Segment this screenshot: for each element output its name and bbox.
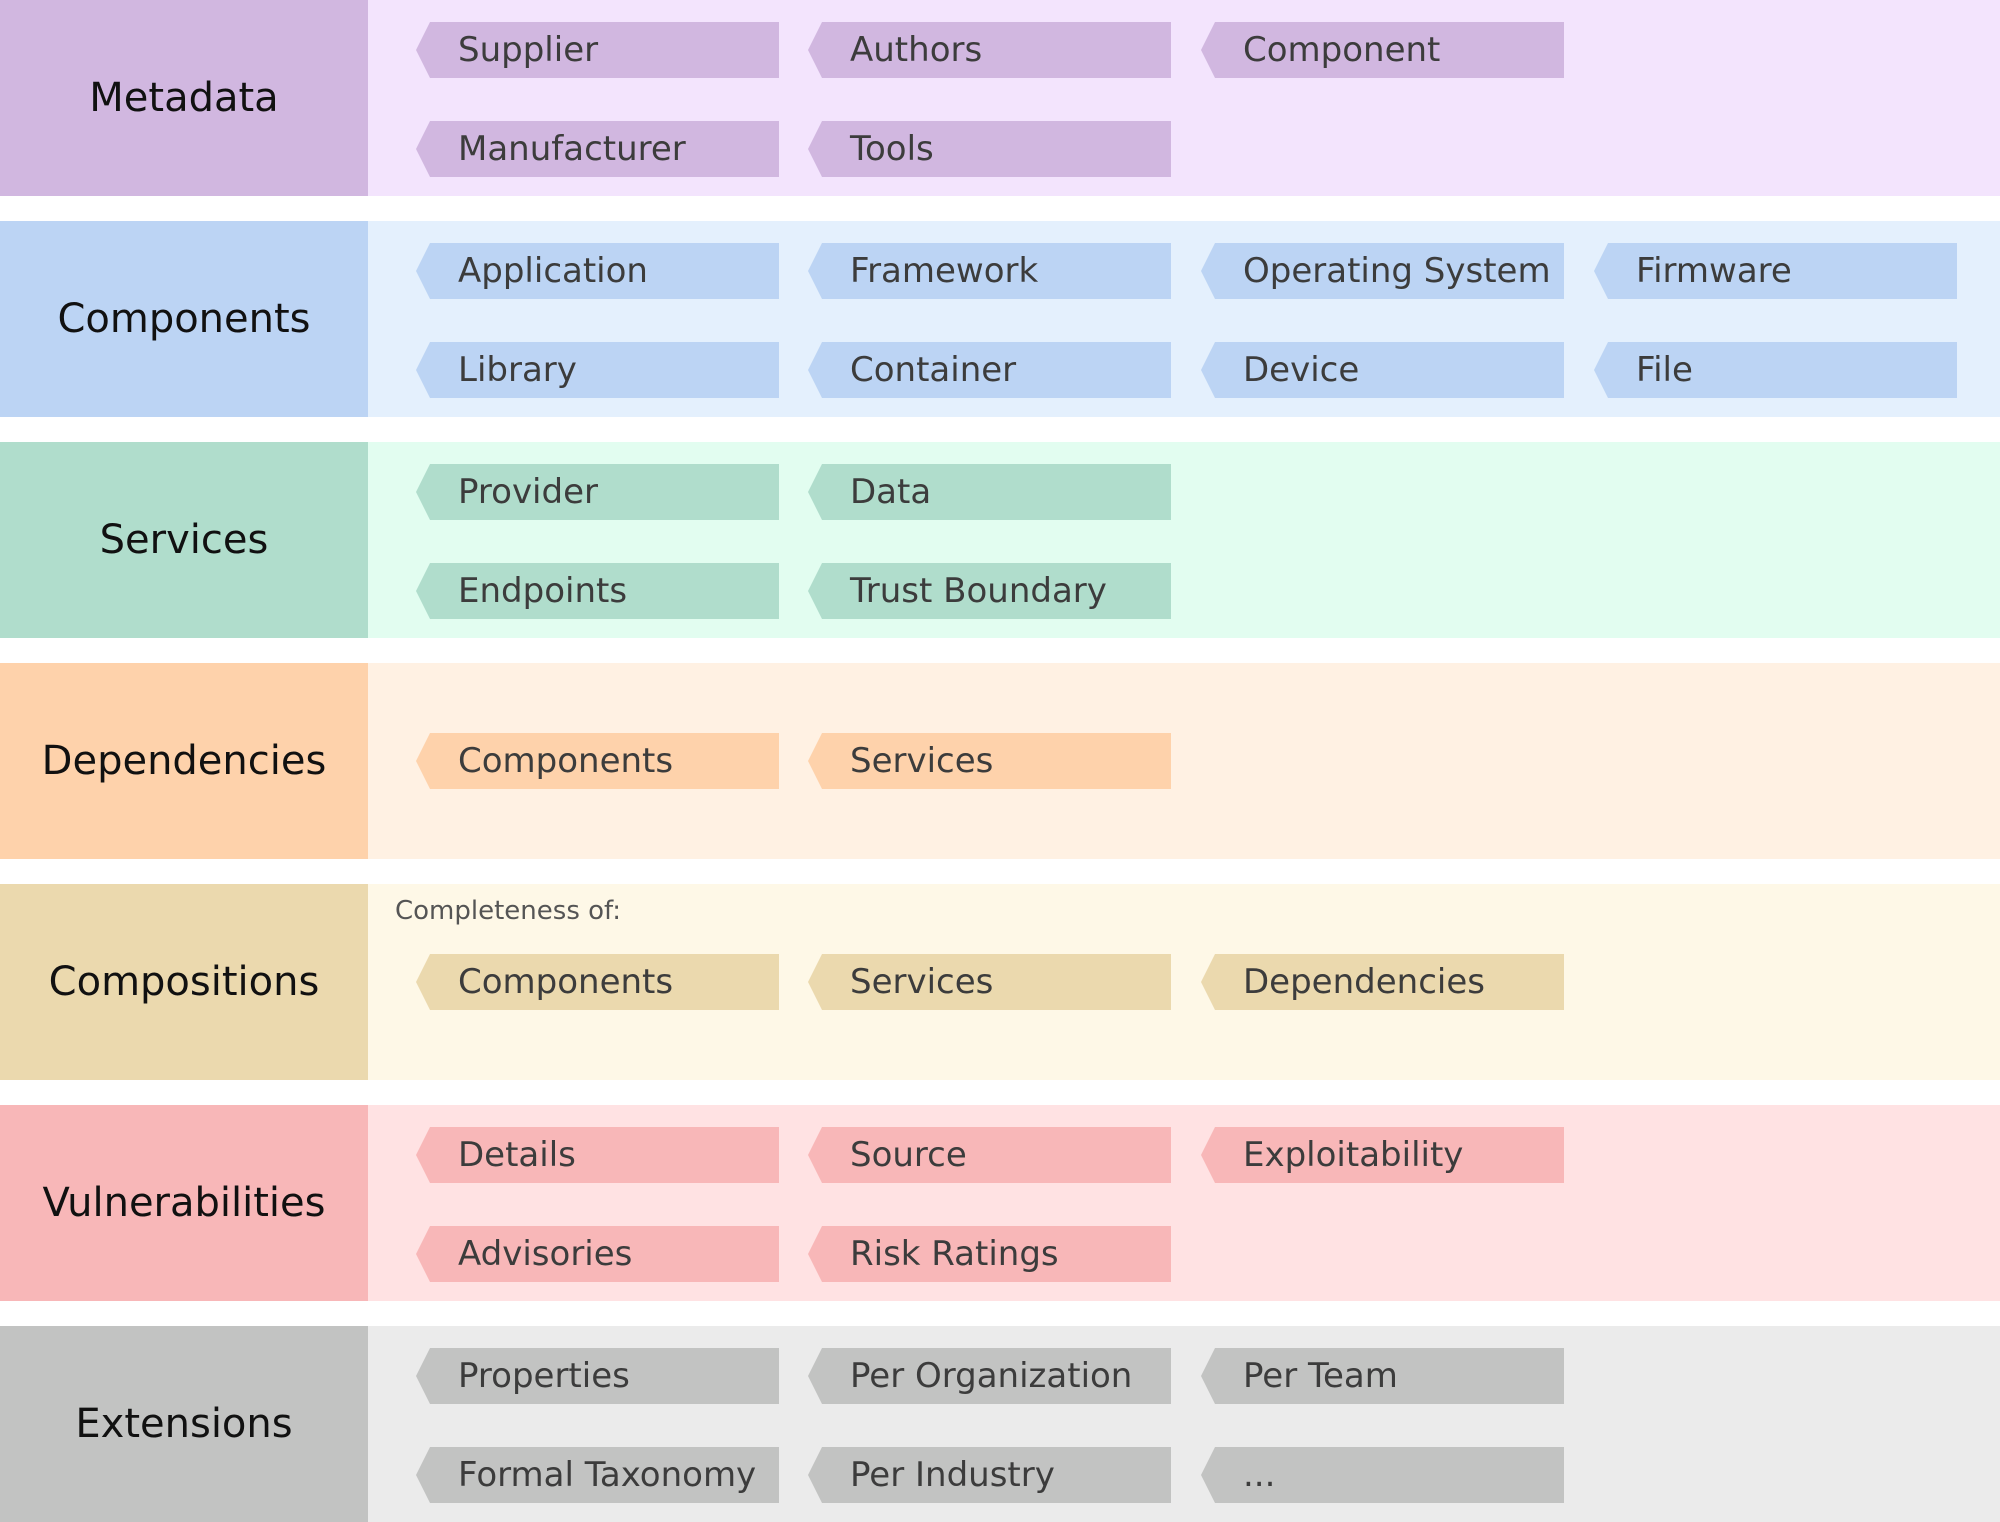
item-tag: Application	[416, 243, 779, 299]
item-tag: File	[1594, 342, 1957, 398]
group-label: Metadata	[0, 0, 368, 196]
group-label: Dependencies	[0, 663, 368, 859]
group-items-area: Completeness of: Components Services Depend…	[368, 884, 2000, 1080]
item-tag: Dependencies	[1201, 954, 1564, 1010]
group-label: Compositions	[0, 884, 368, 1080]
group-note: Completeness of:	[395, 896, 622, 926]
item-tag: ...	[1201, 1447, 1564, 1503]
item-tag: Container	[808, 342, 1171, 398]
item-tag: Per Organization	[808, 1348, 1171, 1404]
item-tag: Services	[808, 954, 1171, 1010]
group-components: Components Application Framework Operating …	[0, 221, 2000, 417]
group-dependencies: Dependencies Components Services	[0, 663, 2000, 859]
group-items-area: Components Services	[368, 663, 2000, 859]
item-tag: Tools	[808, 121, 1171, 177]
item-tag: Firmware	[1594, 243, 1957, 299]
item-tag: Risk Ratings	[808, 1226, 1171, 1282]
group-label: Vulnerabilities	[0, 1105, 368, 1301]
group-vulnerabilities: Vulnerabilities Details Source Exploitabili…	[0, 1105, 2000, 1301]
item-tag: Component	[1201, 22, 1564, 78]
item-tag: Operating System	[1201, 243, 1564, 299]
item-tag: Per Industry	[808, 1447, 1171, 1503]
group-label: Extensions	[0, 1326, 368, 1522]
group-items-area: Details Source Exploitability Advisories Ris…	[368, 1105, 2000, 1301]
group-items-area: Provider Data Endpoints Trust Boundary	[368, 442, 2000, 638]
item-tag: Provider	[416, 464, 779, 520]
item-tag: Supplier	[416, 22, 779, 78]
item-tag: Trust Boundary	[808, 563, 1171, 619]
item-tag: Components	[416, 733, 779, 789]
item-tag: Exploitability	[1201, 1127, 1564, 1183]
item-tag: Components	[416, 954, 779, 1010]
group-label: Services	[0, 442, 368, 638]
group-extensions: Extensions Properties Per Organization Per …	[0, 1326, 2000, 1522]
item-tag: Data	[808, 464, 1171, 520]
item-tag: Advisories	[416, 1226, 779, 1282]
item-tag: Endpoints	[416, 563, 779, 619]
item-tag: Framework	[808, 243, 1171, 299]
group-items-area: Supplier Authors Component Manufacturer Tool…	[368, 0, 2000, 196]
item-tag: Services	[808, 733, 1171, 789]
item-tag: Per Team	[1201, 1348, 1564, 1404]
item-tag: Authors	[808, 22, 1171, 78]
group-label: Components	[0, 221, 368, 417]
item-tag: Properties	[416, 1348, 779, 1404]
group-compositions: Compositions Completeness of: Components Se…	[0, 884, 2000, 1080]
group-items-area: Application Framework Operating System Firm…	[368, 221, 2000, 417]
item-tag: Source	[808, 1127, 1171, 1183]
group-services: Services Provider Data Endpoints Trust Bound…	[0, 442, 2000, 638]
item-tag: Manufacturer	[416, 121, 779, 177]
item-tag: Device	[1201, 342, 1564, 398]
item-tag: Details	[416, 1127, 779, 1183]
group-items-area: Properties Per Organization Per Team Formal…	[368, 1326, 2000, 1522]
item-tag: Library	[416, 342, 779, 398]
item-tag: Formal Taxonomy	[416, 1447, 779, 1503]
group-metadata: Metadata Supplier Authors Component Manufact…	[0, 0, 2000, 196]
